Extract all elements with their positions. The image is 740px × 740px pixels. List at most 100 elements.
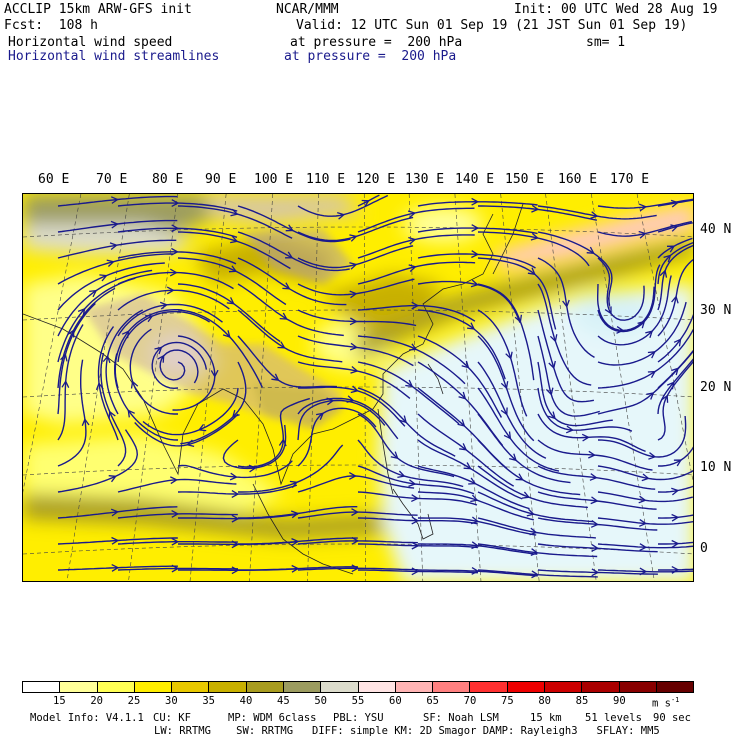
longitude-label: 70 E — [96, 172, 128, 187]
streamline-arrow — [231, 514, 240, 523]
colorbar-cell — [23, 682, 61, 692]
streamline-arrow — [586, 246, 595, 255]
streamline-arrow — [648, 452, 657, 460]
streamline-arrow — [637, 320, 646, 329]
colorbar-cell — [246, 682, 284, 692]
longitude-label: 170 E — [610, 172, 650, 187]
streamline-arrow — [231, 566, 240, 575]
streamline-arrow — [350, 385, 359, 394]
streamline-arrow — [589, 473, 598, 481]
streamline-arrow — [527, 267, 536, 276]
colorbar-label: 60 — [389, 695, 402, 707]
streamline-arrow — [671, 367, 679, 376]
streamline-arrow — [277, 341, 286, 349]
streamline-arrow — [457, 419, 466, 427]
colorbar-label: 90 — [613, 695, 626, 707]
streamline — [657, 242, 693, 285]
streamline-arrow — [282, 282, 291, 290]
streamline-arrow — [411, 516, 420, 525]
streamline-arrow — [285, 251, 294, 259]
model-info-item: PBL: YSU — [333, 712, 384, 724]
colorbar-cell — [544, 682, 583, 692]
streamline-arrow — [81, 417, 90, 427]
streamline-arrow — [458, 391, 467, 400]
streamline-arrow — [604, 306, 612, 315]
streamline-arrow — [108, 410, 116, 419]
colorbar-label: 45 — [277, 695, 290, 707]
streamline-arrow — [565, 425, 575, 434]
colorbar-cell — [60, 682, 98, 692]
colorbar-label: 80 — [538, 695, 551, 707]
streamline-arrow — [399, 415, 408, 424]
colorbar-cell — [656, 682, 694, 692]
streamline — [657, 485, 693, 493]
streamline-arrow — [157, 354, 165, 363]
longitude-label: 100 E — [254, 172, 294, 187]
streamline-arrow — [349, 262, 358, 270]
longitude-line — [128, 194, 179, 581]
streamline-arrow — [411, 494, 419, 502]
streamline-arrow — [471, 250, 480, 259]
colorbar-label: 70 — [463, 695, 477, 707]
streamline-arrow — [471, 567, 480, 575]
map-canvas — [23, 194, 693, 581]
model-info-item: CU: KF — [153, 712, 191, 724]
latitude-line — [23, 386, 693, 398]
streamline-arrow — [588, 450, 596, 459]
latitude-label: 10 N — [700, 460, 732, 475]
streamline-arrow — [231, 490, 240, 498]
streamline-arrow — [470, 516, 480, 525]
streamline-arrow — [171, 510, 180, 518]
longitude-label: 130 E — [405, 172, 445, 187]
streamline-arrow — [351, 564, 360, 573]
model-info-item: 51 levels — [585, 712, 642, 724]
longitude-line — [23, 194, 82, 493]
streamline-arrow — [346, 395, 355, 403]
streamline-arrow — [549, 334, 558, 343]
model-info-item: 90 sec — [653, 712, 691, 724]
streamline-arrow — [411, 541, 420, 550]
streamline-arrow — [89, 289, 98, 298]
streamline — [657, 222, 693, 233]
streamline-arrow — [222, 330, 231, 338]
colorbar-label: 65 — [426, 695, 439, 707]
streamline-arrow — [531, 204, 540, 213]
streamline-arrow — [545, 387, 554, 396]
streamline-arrow — [110, 508, 120, 517]
streamline-arrows — [60, 196, 683, 579]
streamline-arrow — [562, 299, 570, 308]
field1-name: Horizontal wind speed — [8, 35, 173, 50]
longitude-line — [66, 194, 130, 581]
streamline-arrow — [470, 494, 479, 503]
streamline-arrow — [278, 438, 287, 447]
streamline — [657, 199, 693, 207]
longitude-label: 90 E — [205, 172, 237, 187]
streamline-arrow — [638, 495, 647, 504]
streamline-arrow — [271, 373, 280, 382]
streamline-arrow — [170, 476, 179, 485]
streamline-arrow — [285, 224, 294, 232]
streamline-arrow — [61, 379, 70, 388]
longitude-line — [591, 194, 655, 581]
streamline-arrow — [197, 423, 207, 432]
streamline-arrow — [95, 381, 104, 391]
streamline-arrow — [471, 541, 480, 550]
colorbar-cell — [97, 682, 135, 692]
colorbar-cell — [283, 682, 322, 692]
streamline-arrow — [408, 236, 417, 245]
longitude-label: 120 E — [356, 172, 396, 187]
streamline-arrow — [110, 196, 119, 204]
streamline-arrow — [590, 520, 599, 528]
streamline-arrow — [231, 409, 240, 418]
streamline-arrow — [210, 369, 219, 378]
streamline-arrow — [166, 286, 175, 295]
longitude-label: 80 E — [152, 172, 184, 187]
streamline-arrow — [361, 199, 370, 207]
streamline-arrow — [350, 366, 359, 374]
streamline-arrow — [459, 443, 468, 451]
colorbar-cell — [134, 682, 173, 692]
streamline-arrow — [111, 564, 120, 572]
streamline-arrow — [500, 381, 509, 390]
streamline-arrow — [411, 301, 420, 310]
streamline-arrow — [666, 245, 676, 253]
